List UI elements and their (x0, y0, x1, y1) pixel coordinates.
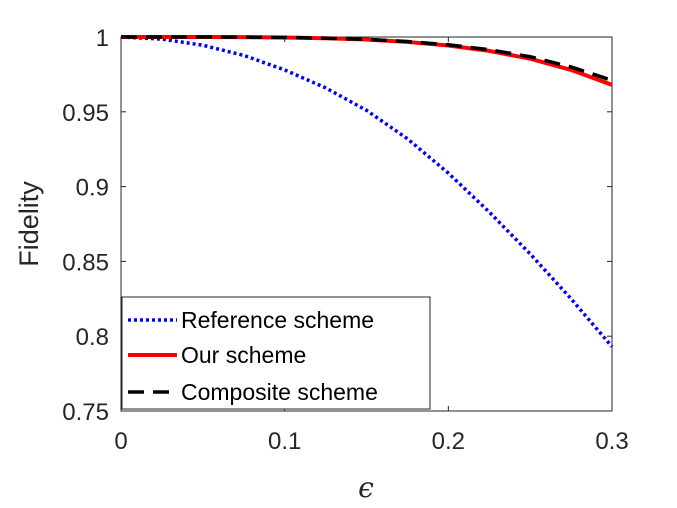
y-tick-label: 0.85 (62, 249, 109, 276)
tick-layer: 0 0.1 0.2 0.3 0.75 0.8 0.85 0.9 0.95 1 (62, 25, 628, 455)
legend-items: Reference scheme Our scheme Composite sche… (128, 307, 378, 405)
y-tick-label: 1 (96, 25, 109, 52)
series-line-reference-scheme (120, 35, 614, 348)
x-tick-label: 0.3 (595, 428, 628, 455)
y-axis-label: Fidelity (14, 181, 44, 267)
x-tick-label: 0.1 (268, 428, 301, 455)
series-line-composite-scheme (121, 35, 613, 83)
y-tick-label: 0.9 (76, 175, 109, 202)
x-tick-label: 0 (114, 428, 127, 455)
legend-label: Composite scheme (181, 379, 378, 405)
series-layer (120, 35, 614, 348)
y-tick-label: 0.75 (62, 399, 109, 426)
legend: Reference scheme Our scheme Composite sche… (121, 296, 431, 410)
legend-label: Our scheme (181, 342, 306, 368)
x-tick-label: 0.2 (432, 428, 465, 455)
legend-label: Reference scheme (181, 307, 374, 333)
y-tick-label: 0.95 (62, 100, 109, 127)
y-tick-label: 0.8 (76, 324, 109, 351)
x-axis-label: ϵ (358, 471, 374, 504)
